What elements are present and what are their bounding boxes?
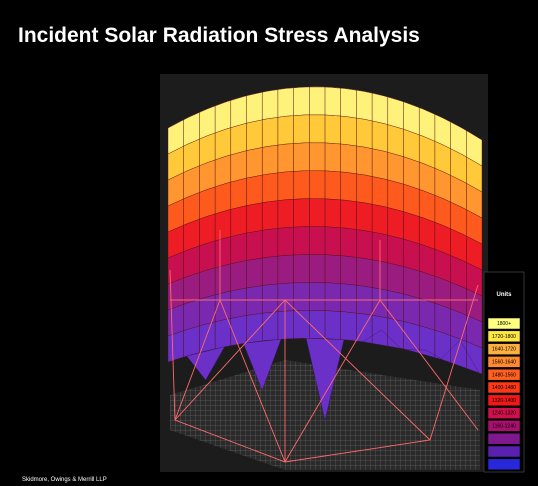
legend-label: 1560-1640 xyxy=(492,360,516,366)
legend-label: 1320-1400 xyxy=(492,398,516,404)
legend-label: 1400-1480 xyxy=(492,385,516,391)
legend-label: 1800+ xyxy=(497,321,511,327)
legend-label: 1640-1720 xyxy=(492,347,516,353)
legend-label: 1240-1320 xyxy=(492,411,516,417)
legend-label: 1720-1800 xyxy=(492,334,516,340)
legend-heading: Units xyxy=(497,292,513,298)
legend-swatch xyxy=(487,381,521,394)
title: Incident Solar Radiation Stress Analysis xyxy=(18,24,420,47)
legend-swatch xyxy=(487,394,521,407)
legend-swatch xyxy=(487,458,521,471)
legend-swatch xyxy=(487,368,521,381)
spike xyxy=(186,346,225,381)
legend-swatch xyxy=(487,445,521,458)
legend-swatch xyxy=(487,407,521,419)
legend-swatch xyxy=(487,432,521,445)
spike xyxy=(243,338,282,391)
legend-swatch xyxy=(487,343,521,355)
footer: Skidmore, Owings & Merrill LLP xyxy=(22,477,107,483)
legend: 1800+ 1720-1800 1640-1720 1560-1640 1480-156… xyxy=(487,317,521,471)
legend-swatch xyxy=(487,330,521,343)
legend-label: 1480-1560 xyxy=(492,372,516,378)
legend-swatch xyxy=(487,356,521,368)
wireframe xyxy=(169,230,479,463)
legend-swatch xyxy=(487,317,521,330)
dome xyxy=(167,86,483,421)
legend-swatch xyxy=(487,420,521,432)
legend-label: 1160-1240 xyxy=(492,424,516,430)
